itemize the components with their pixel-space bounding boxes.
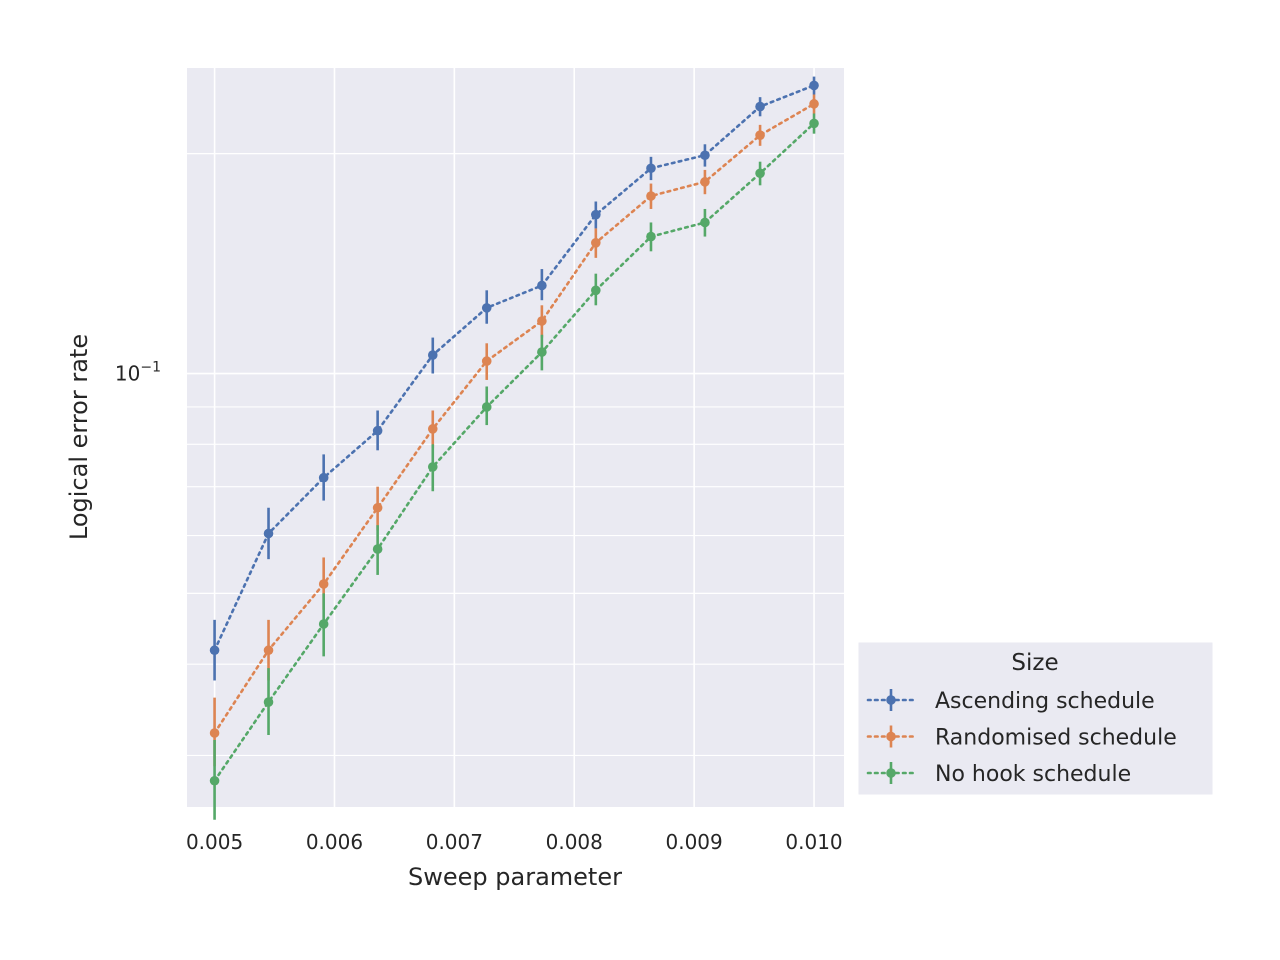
data-point	[372, 502, 383, 513]
y-tick-label: 10−1	[115, 360, 161, 386]
data-point	[537, 316, 547, 326]
data-point	[318, 619, 329, 629]
series-layer	[209, 76, 819, 820]
legend-marker	[886, 731, 896, 742]
data-point	[809, 99, 819, 109]
data-point	[209, 728, 220, 738]
data-point	[427, 424, 438, 434]
data-point	[591, 285, 601, 296]
data-point	[263, 645, 274, 656]
data-point	[591, 238, 601, 248]
x-tick-labels: 0.005 0.006 0.007 0.008 0.009 0.010	[186, 830, 843, 854]
data-point	[809, 80, 819, 91]
data-point	[318, 472, 329, 483]
data-point	[481, 402, 492, 412]
series-2	[209, 113, 819, 820]
data-point	[646, 231, 656, 242]
data-point	[809, 118, 819, 129]
legend-marker	[886, 695, 896, 705]
series-line	[213, 122, 816, 783]
series-line	[213, 102, 816, 735]
grid	[187, 68, 844, 807]
x-tick-label: 0.010	[785, 830, 842, 854]
x-tick-label: 0.008	[546, 830, 603, 854]
data-point	[372, 425, 383, 436]
data-point	[646, 191, 656, 201]
x-tick-label: 0.009	[666, 830, 723, 854]
data-point	[481, 303, 492, 313]
data-point	[755, 101, 765, 112]
legend-entry: Randomised schedule	[866, 725, 1177, 751]
legend-label: Randomised schedule	[935, 726, 1177, 751]
data-point	[318, 579, 329, 589]
data-point	[427, 462, 438, 472]
data-point	[591, 209, 601, 220]
data-point	[755, 168, 765, 179]
data-point	[263, 697, 274, 707]
legend-entry: Ascending schedule	[866, 689, 1155, 714]
legend-label: No hook schedule	[935, 762, 1131, 787]
legend-title: Size	[1011, 650, 1058, 676]
data-point	[427, 350, 438, 360]
data-point	[372, 544, 383, 554]
legend: Size Ascending schedule Randomised schedu…	[857, 641, 1214, 796]
series-0	[209, 76, 819, 681]
data-point	[700, 217, 710, 228]
data-point	[755, 130, 765, 140]
data-point	[481, 356, 492, 366]
x-tick-label: 0.006	[306, 830, 363, 854]
legend-entry: No hook schedule	[866, 762, 1131, 787]
legend-label: Ascending schedule	[935, 689, 1155, 714]
data-point	[209, 645, 220, 656]
data-point	[537, 280, 547, 291]
data-point	[209, 775, 220, 786]
plot-area	[187, 68, 844, 807]
legend-box	[857, 641, 1214, 796]
data-point	[646, 163, 656, 174]
data-point	[263, 528, 274, 539]
x-axis-label: Sweep parameter	[408, 863, 622, 891]
data-point	[537, 347, 547, 357]
x-tick-label: 0.007	[426, 830, 483, 854]
y-axis-label: Logical error rate	[65, 334, 93, 540]
x-tick-label: 0.005	[186, 830, 243, 854]
data-point	[700, 177, 710, 187]
legend-marker	[886, 768, 896, 778]
legend-entries: Ascending schedule Randomised schedule No …	[866, 689, 1177, 787]
data-point	[700, 150, 710, 161]
y-tick-labels: 10−1	[115, 360, 161, 386]
